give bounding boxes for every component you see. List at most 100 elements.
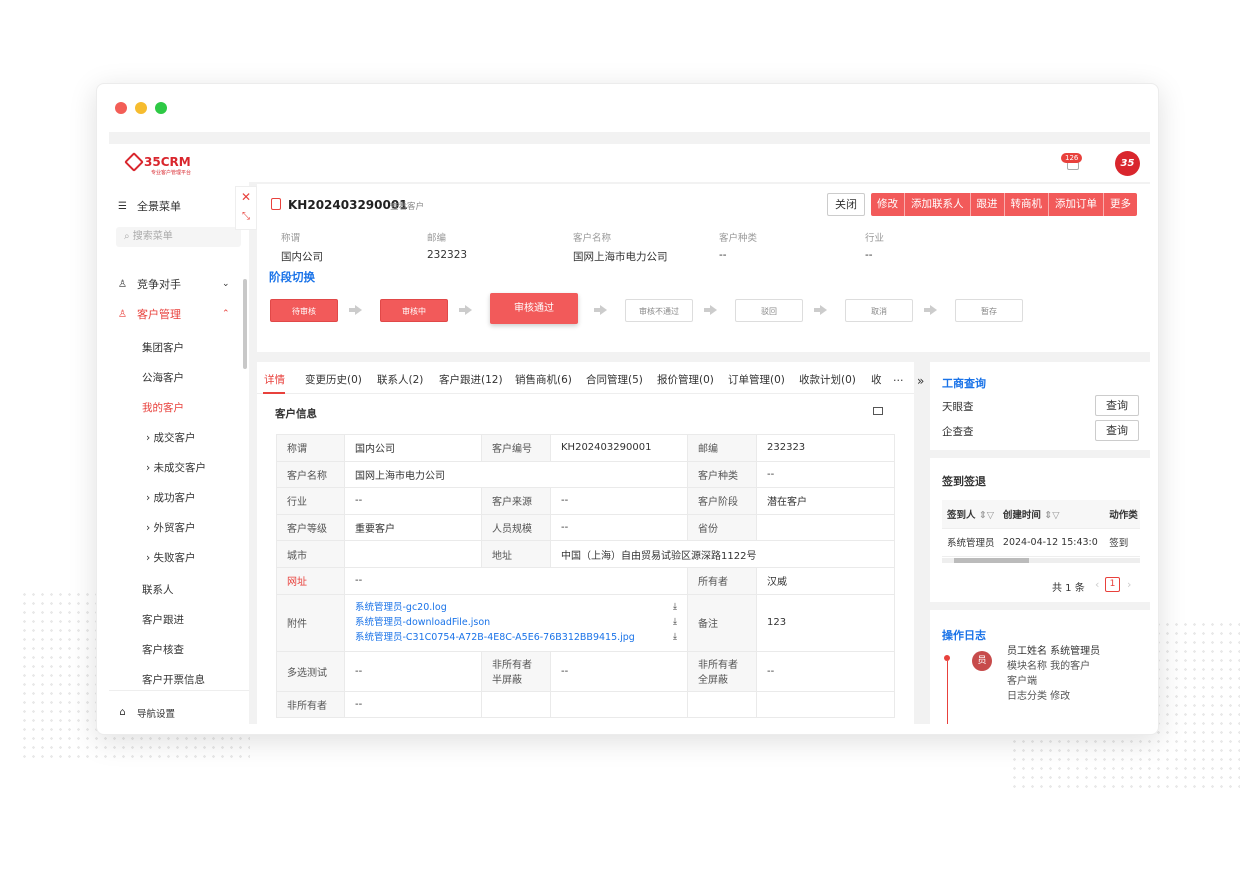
search-input[interactable]: ⌕ 搜索菜单 xyxy=(116,227,241,247)
maximize-light[interactable] xyxy=(155,102,167,114)
stage-pending[interactable]: 待审核 xyxy=(270,299,338,322)
attachment-link[interactable]: 系统管理员-downloadFile.json xyxy=(355,617,491,629)
table-row: 客户等级 重要客户 人员规模 -- 省份 xyxy=(276,513,895,542)
chevron-up-icon: ⌃ xyxy=(222,309,230,319)
tab-contacts[interactable]: 联系人(2) xyxy=(377,374,424,386)
table-row: 多选测试 -- 非所有者半屏蔽 -- 非所有者全屏蔽 -- xyxy=(276,650,895,692)
table-row: 网址 -- 所有者 汉威 xyxy=(276,566,895,595)
tab-followup[interactable]: 客户跟进(12) xyxy=(439,374,503,386)
more-tabs-icon[interactable]: … xyxy=(893,372,904,384)
app-area: 35CRM 专业客户管理平台 126 35 ☰ 全景菜单 ⌕ 搜索菜单 ♙ 竞争… xyxy=(109,132,1150,724)
horizontal-scrollbar[interactable] xyxy=(942,558,1140,563)
sort-icon: ⇕▽ xyxy=(1044,509,1060,521)
summary-field: 客户名称 国网上海市电力公司 xyxy=(573,233,668,263)
home-icon: ⌂ xyxy=(119,707,126,718)
table-icon[interactable] xyxy=(873,407,883,415)
nav-settings[interactable]: ⌂ 导航设置 xyxy=(109,690,249,724)
close-light[interactable] xyxy=(115,102,127,114)
sidebar-sub-group[interactable]: 集团客户 xyxy=(142,342,184,354)
add-order-button[interactable]: 添加订单 xyxy=(1049,193,1104,216)
close-icon[interactable]: ✕ xyxy=(240,190,252,204)
person-icon: ♙ xyxy=(118,278,127,290)
stage-reviewing[interactable]: 审核中 xyxy=(380,299,448,322)
logo-icon xyxy=(124,152,144,172)
owner-link[interactable]: 汉威 xyxy=(756,566,895,595)
sidebar-sub2-item[interactable]: › 成交客户 xyxy=(146,432,196,444)
log-line: 模块名称 我的客户 xyxy=(1007,661,1091,672)
edit-button[interactable]: 修改 xyxy=(871,193,905,216)
biz-query-label: 企查查 xyxy=(942,426,974,438)
log-line: 员工姓名 系统管理员 xyxy=(1007,646,1101,657)
sidebar-sub-sea[interactable]: 公海客户 xyxy=(142,372,184,384)
arrow-icon xyxy=(349,305,362,315)
stage-approved[interactable]: 审核通过 xyxy=(490,293,578,324)
sidebar-sub-check[interactable]: 客户核查 xyxy=(142,644,184,656)
log-avatar: 员 xyxy=(972,651,992,671)
arrow-icon xyxy=(704,305,717,315)
add-contact-button[interactable]: 添加联系人 xyxy=(905,193,971,216)
qichacha-query-button[interactable]: 查询 xyxy=(1095,420,1139,441)
arrow-icon xyxy=(814,305,827,315)
sidebar-item-competitor[interactable]: ♙ 竞争对手 ⌄ xyxy=(109,270,249,298)
minimize-light[interactable] xyxy=(135,102,147,114)
stage-returned[interactable]: 驳回 xyxy=(735,299,803,322)
to-opportunity-button[interactable]: 转商机 xyxy=(1005,193,1049,216)
sort-icon: ⇕▽ xyxy=(978,509,995,521)
stage-rejected[interactable]: 审核不通过 xyxy=(625,299,693,322)
biz-query-label: 天眼查 xyxy=(942,401,974,413)
double-chevron-right-icon[interactable]: » xyxy=(917,374,925,388)
sidebar-item-customer-mgmt[interactable]: ♙ 客户管理 ⌃ xyxy=(109,300,249,328)
stage-switch-link[interactable]: 阶段切换 xyxy=(269,270,315,284)
sidebar-sub-invoice[interactable]: 客户开票信息 xyxy=(142,674,205,686)
search-icon: ⌕ xyxy=(124,231,133,242)
table-row: 称谓 国内公司 客户编号 KH202403290001 邮编 232323 xyxy=(276,434,895,462)
sidebar-sub2-item[interactable]: › 外贸客户 xyxy=(146,522,196,534)
download-icon[interactable]: ⤓ xyxy=(673,632,677,643)
attachment-link[interactable]: 系统管理员-gc20.log xyxy=(355,602,447,614)
followup-button[interactable]: 跟进 xyxy=(971,193,1005,216)
table-row: 城市 地址 中国（上海）自由贸易试验区源深路1122号 xyxy=(276,540,895,568)
document-icon xyxy=(271,198,281,210)
tab-history[interactable]: 变更历史(0) xyxy=(305,374,362,386)
sidebar-all-menu[interactable]: ☰ 全景菜单 xyxy=(109,192,249,220)
timeline-line xyxy=(946,661,948,724)
sidebar-sub2-item[interactable]: › 成功客户 xyxy=(146,492,196,504)
download-icon[interactable]: ⤓ xyxy=(673,602,677,613)
table-row: 客户名称 国网上海市电力公司 客户种类 -- xyxy=(276,460,895,489)
close-button[interactable]: 关闭 xyxy=(827,193,865,216)
sidebar-sub2-item[interactable]: › 未成交客户 xyxy=(146,462,207,474)
tab-contracts[interactable]: 合同管理(5) xyxy=(586,374,643,386)
tab-orders[interactable]: 订单管理(0) xyxy=(728,374,785,386)
tab-collapsed[interactable]: 收 xyxy=(871,374,882,386)
next-page-icon[interactable]: › xyxy=(1127,578,1132,591)
tab-quotes[interactable]: 报价管理(0) xyxy=(657,374,714,386)
sidebar-sub-followup[interactable]: 客户跟进 xyxy=(142,614,184,626)
attachment-link[interactable]: 系统管理员-C31C0754-A72B-4E8C-A5E6-76B312BB94… xyxy=(355,632,635,644)
summary-field: 行业 -- xyxy=(865,233,885,261)
tianyancha-query-button[interactable]: 查询 xyxy=(1095,395,1139,416)
window-titlebar xyxy=(97,84,1158,130)
sidebar-sub2-item[interactable]: › 失败客户 xyxy=(146,552,196,564)
prev-page-icon[interactable]: ‹ xyxy=(1095,578,1100,591)
chevron-down-icon: ⌄ xyxy=(222,279,230,289)
more-button[interactable]: 更多 xyxy=(1110,198,1131,210)
sidebar-scrollbar[interactable] xyxy=(243,279,247,369)
download-icon[interactable]: ⤓ xyxy=(673,617,677,628)
sidebar-sub-contacts[interactable]: 联系人 xyxy=(142,584,174,596)
record-header: KH202403290001 查看客户 关闭 修改 添加联系人 跟进 转商机 添… xyxy=(257,184,1150,352)
page-number[interactable]: 1 xyxy=(1105,577,1120,592)
operation-log-panel: 操作日志 员 员工姓名 系统管理员 模块名称 我的客户 客户端 日志分类 修改 xyxy=(930,610,1150,724)
stage-draft[interactable]: 暂存 xyxy=(955,299,1023,322)
oplog-title: 操作日志 xyxy=(942,629,986,642)
logo[interactable]: 35CRM 专业客户管理平台 xyxy=(124,152,191,176)
stage-cancelled[interactable]: 取消 xyxy=(845,299,913,322)
panel-controls: ✕ ⤡ xyxy=(235,186,257,230)
record-id: KH202403290001 xyxy=(288,198,408,212)
sidebar: ☰ 全景菜单 ⌕ 搜索菜单 ♙ 竞争对手 ⌄ ♙ 客户管理 ⌃ 集团客户 公海客… xyxy=(109,182,249,724)
user-avatar[interactable]: 35 xyxy=(1115,151,1140,176)
collapse-icon[interactable]: ⤡ xyxy=(242,211,250,222)
tab-payment-plan[interactable]: 收款计划(0) xyxy=(799,374,856,386)
tab-detail[interactable]: 详情 xyxy=(264,374,285,386)
sidebar-sub-mine[interactable]: 我的客户 xyxy=(142,402,184,414)
tab-opportunity[interactable]: 销售商机(6) xyxy=(515,374,572,386)
